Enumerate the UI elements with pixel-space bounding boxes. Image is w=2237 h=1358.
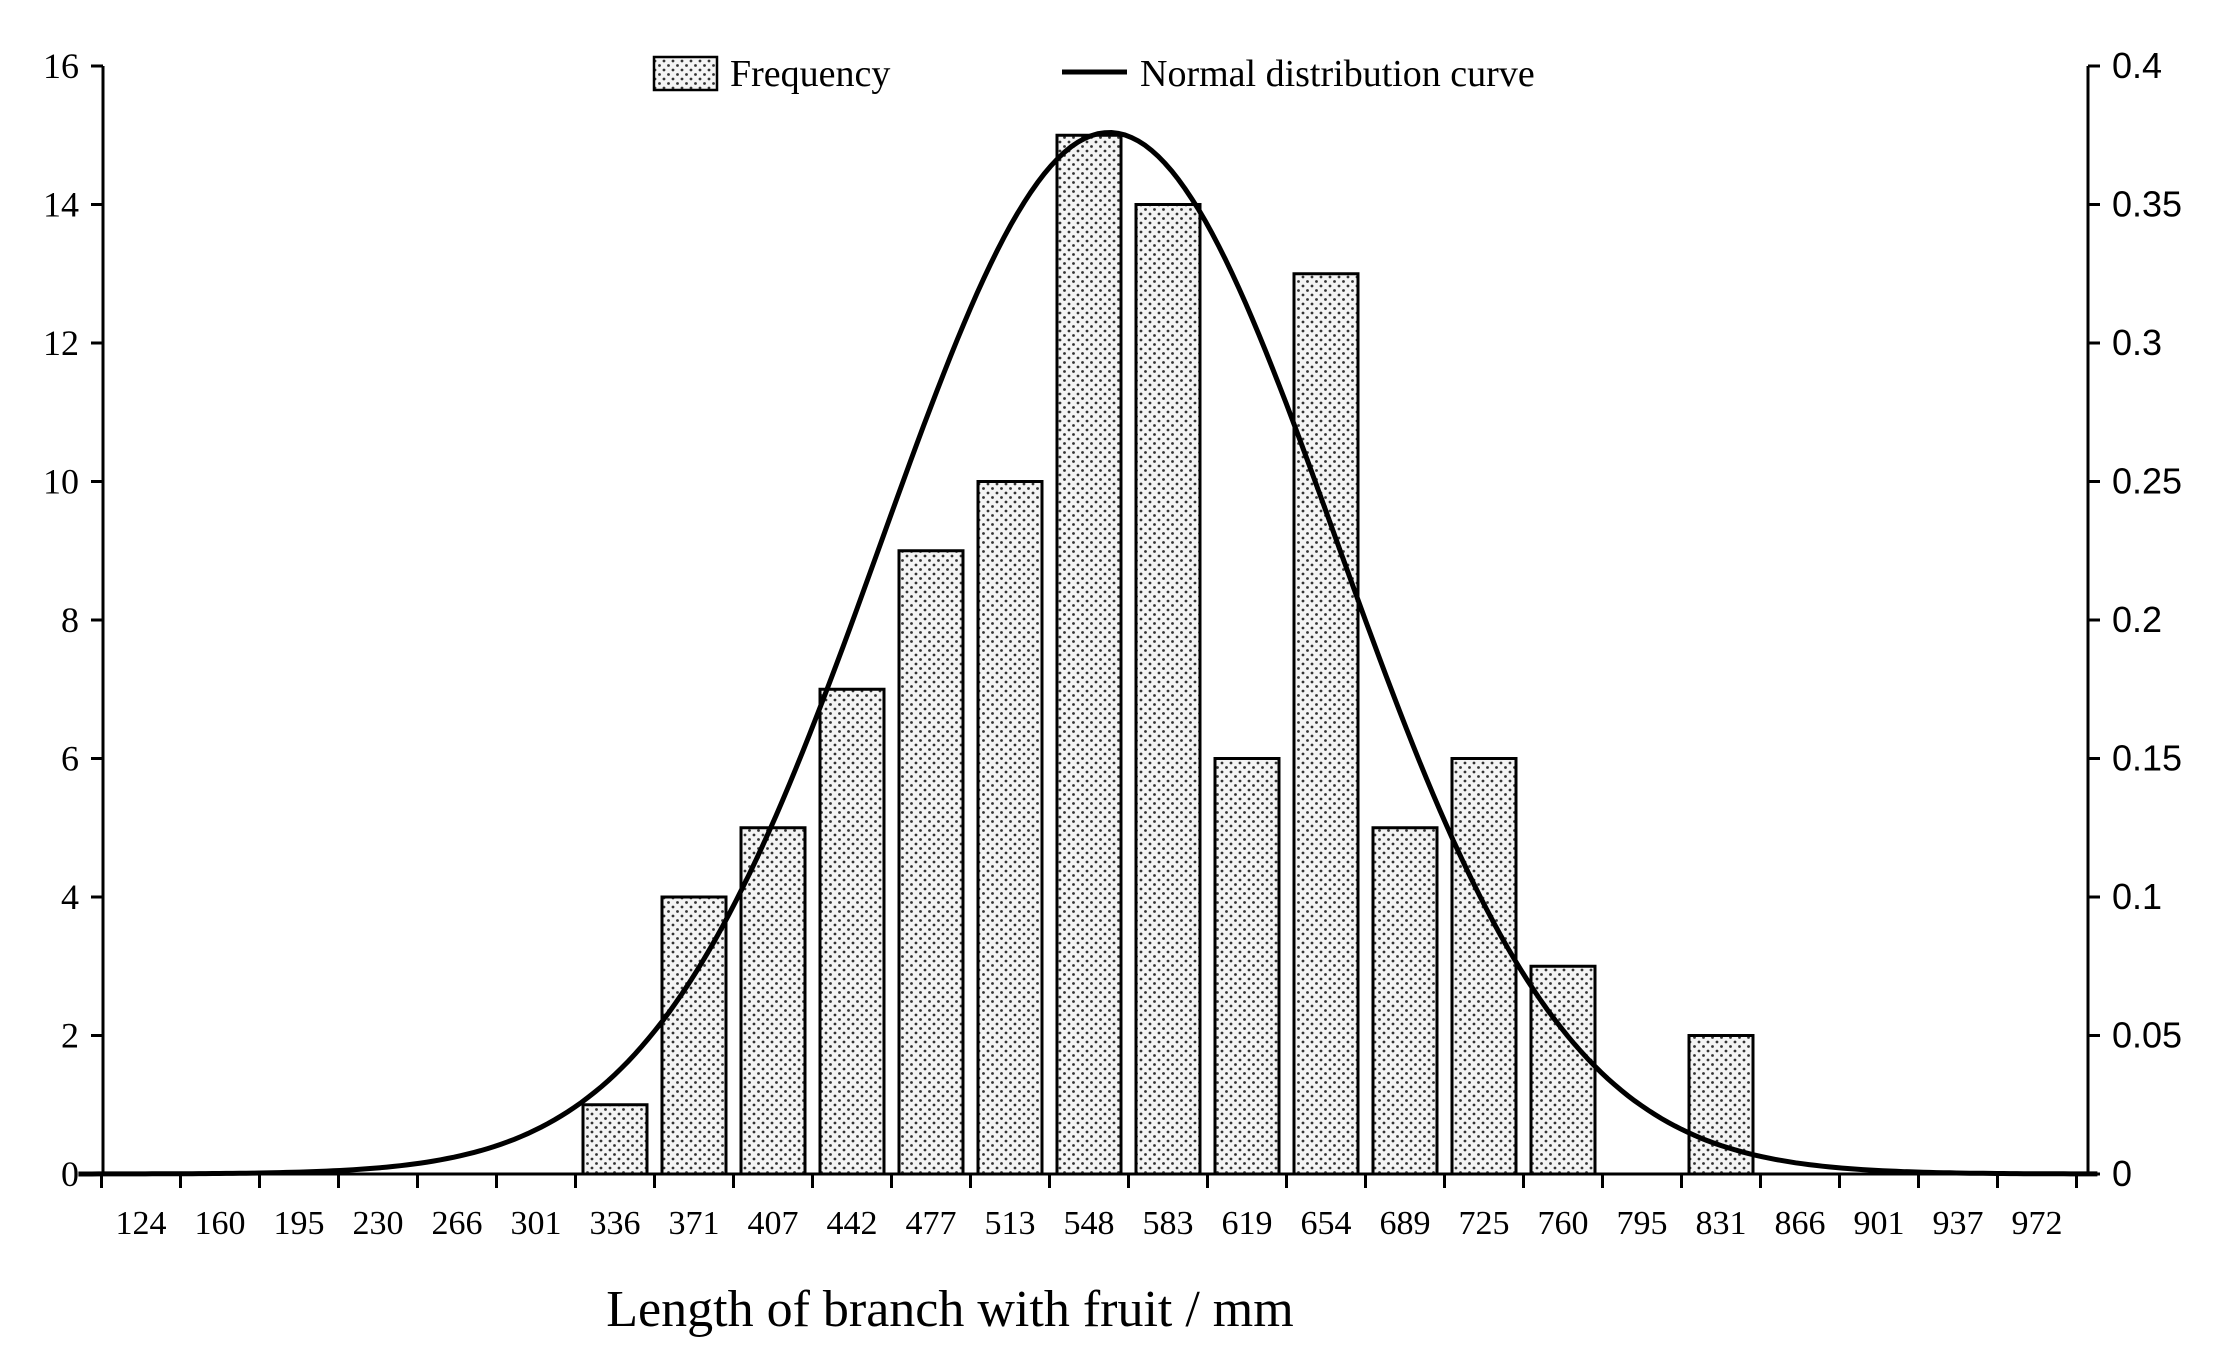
frequency-bar [976, 480, 1044, 1176]
normal-distribution-curve [78, 129, 2098, 1177]
left-axis-ticks: 0 2 4 6 8 10 12 14 16 [43, 46, 103, 1194]
x-tick-label: 230 [353, 1205, 404, 1242]
frequency-bar [581, 1103, 649, 1176]
frequency-bar [1371, 826, 1439, 1176]
left-tick-label: 4 [61, 877, 79, 917]
x-tick-label: 583 [1143, 1205, 1194, 1242]
x-tick-label: 866 [1775, 1205, 1826, 1242]
x-tick-label: 725 [1459, 1205, 1510, 1242]
right-tick-label: 0.15 [2112, 738, 2182, 779]
frequency-bar [1450, 757, 1518, 1176]
left-tick-label: 12 [43, 323, 79, 363]
x-tick-label: 654 [1301, 1205, 1352, 1242]
right-tick-label: 0.3 [2112, 322, 2162, 363]
x-tick-label: 195 [274, 1205, 325, 1242]
frequency-bar [1292, 272, 1360, 1176]
frequency-bar [1055, 133, 1123, 1176]
x-tick-label: 442 [827, 1205, 878, 1242]
x-tick-label: 619 [1222, 1205, 1273, 1242]
right-tick-label: 0.4 [2112, 45, 2162, 86]
x-tick-label: 160 [195, 1205, 246, 1242]
right-tick-label: 0.05 [2112, 1015, 2182, 1056]
frequency-bar [739, 826, 807, 1176]
x-tick-label: 689 [1380, 1205, 1431, 1242]
x-tick-label: 371 [669, 1205, 720, 1242]
x-tick-label: 831 [1696, 1205, 1747, 1242]
left-tick-label: 10 [43, 462, 79, 502]
left-tick-label: 6 [61, 739, 79, 779]
x-tick-label: 760 [1538, 1205, 1589, 1242]
frequency-bar [1134, 203, 1202, 1176]
left-tick-label: 16 [43, 46, 79, 86]
x-axis-ticks: 124 160 195 230 266 301 336 371 407 442 477 513 548 5… [100, 1174, 2078, 1242]
legend-label-frequency: Frequency [730, 53, 890, 95]
left-tick-label: 0 [61, 1154, 79, 1194]
frequency-bars [581, 133, 1755, 1176]
left-tick-label: 2 [61, 1016, 79, 1056]
frequency-bar [897, 549, 965, 1176]
frequency-bar [1213, 757, 1281, 1176]
x-tick-label: 407 [748, 1205, 799, 1242]
right-tick-label: 0.35 [2112, 184, 2182, 225]
legend: Frequency Normal distribution curve [652, 53, 1535, 95]
right-tick-label: 0.25 [2112, 461, 2182, 502]
x-axis-title: Length of branch with fruit / mm [606, 1281, 1293, 1338]
x-tick-label: 548 [1064, 1205, 1115, 1242]
right-tick-label: 0.1 [2112, 876, 2162, 917]
x-tick-label: 477 [906, 1205, 957, 1242]
right-tick-label: 0 [2112, 1153, 2132, 1194]
x-tick-label: 937 [1933, 1205, 1984, 1242]
x-tick-label: 901 [1854, 1205, 1905, 1242]
x-tick-label: 972 [2012, 1205, 2063, 1242]
legend-label-curve: Normal distribution curve [1140, 53, 1535, 95]
x-tick-label: 266 [432, 1205, 483, 1242]
x-tick-label: 513 [985, 1205, 1036, 1242]
legend-swatch-frequency [652, 55, 719, 92]
right-tick-label: 0.2 [2112, 599, 2162, 640]
frequency-bar [818, 687, 886, 1176]
x-tick-label: 336 [590, 1205, 641, 1242]
left-tick-label: 8 [61, 600, 79, 640]
x-tick-label: 795 [1617, 1205, 1668, 1242]
x-tick-label: 301 [511, 1205, 562, 1242]
right-axis-ticks: 0 0.05 0.1 0.15 0.2 0.25 0.3 0.35 0.4 [2088, 45, 2182, 1194]
x-tick-label: 124 [116, 1205, 167, 1242]
left-tick-label: 14 [43, 185, 79, 225]
